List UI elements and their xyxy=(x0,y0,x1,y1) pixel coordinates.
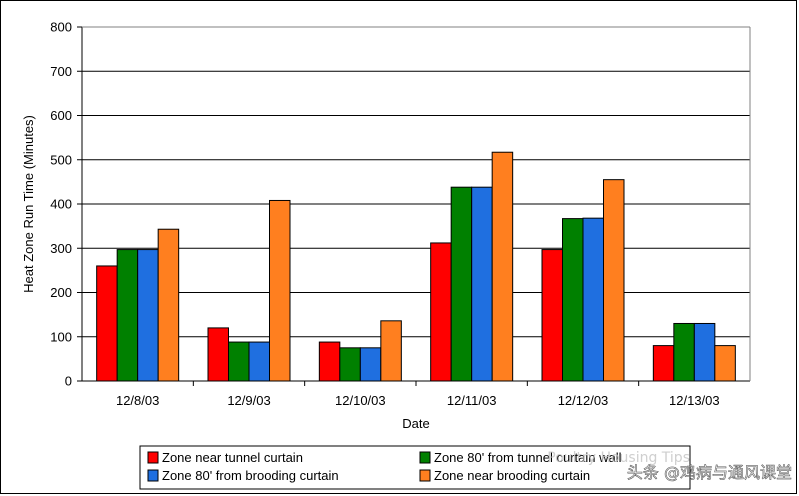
bar xyxy=(430,242,452,382)
bar xyxy=(714,345,736,382)
bar xyxy=(137,249,159,382)
legend-swatch xyxy=(419,451,431,464)
y-tick-label: 600 xyxy=(50,108,72,123)
bar xyxy=(359,347,382,382)
y-tick-label: 500 xyxy=(50,152,72,167)
legend-label: Zone 80' from brooding curtain xyxy=(162,468,339,483)
bar xyxy=(207,327,229,382)
bar xyxy=(541,249,563,382)
watermark-top-text: Poultry Housing Tips xyxy=(547,450,690,466)
x-tick-label: 12/9/03 xyxy=(227,393,270,408)
watermark-bottom-text: 头条 @鸡病与通风课堂 xyxy=(627,463,792,482)
bar xyxy=(380,320,402,382)
legend-swatch xyxy=(147,451,159,464)
bar xyxy=(603,179,625,382)
bar xyxy=(318,341,341,382)
bar xyxy=(693,322,716,382)
bar xyxy=(269,199,291,382)
x-tick-labels: 12/8/03 12/9/03 12/10/03 12/11/03 12/12/03 12… xyxy=(116,381,720,408)
legend-box xyxy=(139,445,691,490)
y-tick-label: 300 xyxy=(50,241,72,256)
y-tick-label: 100 xyxy=(50,329,72,344)
bar xyxy=(157,228,180,382)
bar xyxy=(248,341,270,382)
bar xyxy=(339,347,361,382)
bar xyxy=(673,322,695,382)
watermark: Poultry Housing Tips 头条 @鸡病与通风课堂 xyxy=(547,450,792,482)
bar xyxy=(582,217,604,382)
legend-label: Zone near brooding curtain xyxy=(434,468,590,483)
bar xyxy=(562,218,584,382)
y-tick-label: 800 xyxy=(50,20,72,35)
x-tick-label: 12/8/03 xyxy=(116,393,159,408)
gridlines xyxy=(82,26,750,338)
x-tick-label: 12/12/03 xyxy=(558,393,609,408)
x-tick-label: 12/10/03 xyxy=(335,393,386,408)
legend-label: Zone near tunnel curtain xyxy=(162,450,303,465)
bar xyxy=(96,265,118,382)
y-axis-label: Heat Zone Run Time (Minutes) xyxy=(21,115,36,293)
bar xyxy=(228,341,250,382)
x-axis-label: Date xyxy=(402,416,429,431)
bar xyxy=(471,186,493,382)
x-tick-label: 12/13/03 xyxy=(669,393,720,408)
legend-swatch xyxy=(419,469,431,482)
x-tick-label: 12/11/03 xyxy=(447,393,497,408)
legend-swatch xyxy=(147,469,159,482)
y-tick-labels: 0 100 200 300 400 500 600 700 800 xyxy=(50,20,82,389)
bar xyxy=(450,186,473,382)
bar xyxy=(652,345,675,382)
bar xyxy=(116,249,139,382)
bars xyxy=(96,151,736,382)
y-tick-label: 200 xyxy=(50,285,72,300)
y-tick-label: 700 xyxy=(50,64,72,79)
y-tick-label: 400 xyxy=(50,197,72,212)
y-tick-label: 0 xyxy=(65,374,72,389)
bar xyxy=(491,151,514,382)
legend-label: Zone 80' from tunnel curtain wall xyxy=(434,450,622,465)
legend: Zone near tunnel curtain Zone 80' from br… xyxy=(139,445,691,490)
